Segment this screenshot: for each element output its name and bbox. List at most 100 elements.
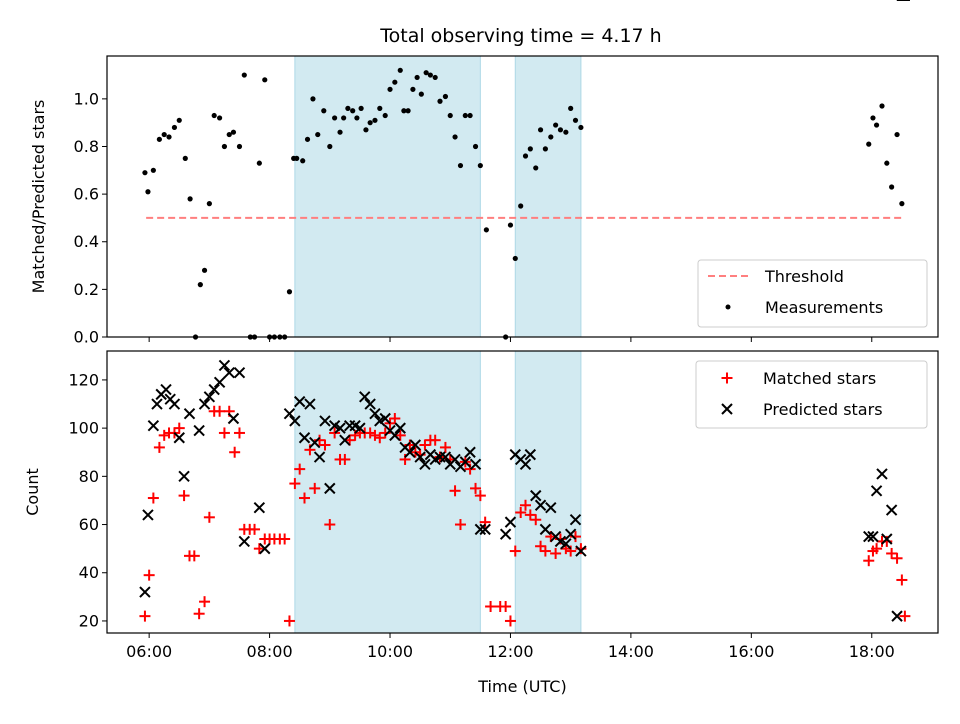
matched-stars-point	[203, 511, 215, 523]
predicted-stars-point	[419, 458, 431, 470]
count-y-tick-label: 100	[68, 419, 99, 438]
measurement-point	[437, 98, 443, 104]
measurement-point	[401, 108, 407, 114]
measurement-point	[578, 124, 584, 131]
predicted-stars-point	[142, 509, 154, 521]
predicted-stars-point	[564, 528, 577, 540]
measurement-point	[879, 103, 885, 109]
measurement-point	[452, 134, 458, 140]
matched-stars-point	[178, 490, 190, 502]
matched-stars-point	[454, 519, 466, 531]
matched-stars-point	[439, 441, 451, 453]
measurement-point	[427, 72, 433, 78]
predicted-stars-point	[449, 453, 461, 466]
matched-stars-point	[309, 482, 321, 494]
measurement-point	[171, 124, 178, 131]
measurement-point	[483, 227, 489, 233]
matched-stars-point	[294, 463, 306, 475]
matched-stars-point	[279, 533, 291, 545]
measurement-point	[568, 105, 574, 111]
matched-stars-point	[233, 427, 245, 439]
predicted-stars-point	[151, 398, 163, 410]
predicted-stars-point	[530, 489, 542, 502]
matched-stars-point	[524, 509, 536, 521]
matched-stars-point	[429, 434, 441, 446]
matched-stars-point	[896, 574, 908, 586]
measurement-point	[241, 72, 247, 78]
matched-stars-point	[530, 514, 542, 526]
matched-stars-point	[339, 453, 351, 465]
predicted-stars-point	[881, 533, 893, 545]
predicted-stars-point	[469, 458, 482, 470]
predicted-stars-point	[298, 432, 311, 444]
x-tick-label: 14:00	[608, 642, 654, 661]
matched-stars-point	[153, 441, 165, 453]
x-tick-label: 16:00	[728, 642, 774, 661]
measurement-point	[201, 267, 208, 273]
predicted-stars-point	[534, 499, 547, 511]
measurement-point	[226, 131, 232, 138]
matched-stars-point	[193, 608, 205, 620]
measurement-point	[557, 127, 564, 133]
measurement-point	[512, 255, 518, 262]
measurement-point	[507, 222, 514, 228]
measurement-point	[889, 184, 895, 190]
predicted-stars-point	[414, 451, 426, 463]
predicted-stars-point	[560, 538, 572, 550]
measurement-point	[310, 96, 316, 102]
predicted-stars-point	[173, 432, 185, 444]
measurement-point	[304, 136, 311, 142]
matched-stars-point	[899, 610, 911, 622]
measurement-point	[548, 134, 554, 140]
matched-stars-point	[891, 552, 903, 564]
predicted-stars-point	[876, 468, 888, 480]
measurement-point	[527, 146, 533, 152]
measurement-point	[286, 289, 293, 295]
matched-stars-point	[863, 555, 875, 567]
ratio-y-tick-label: 1.0	[74, 89, 99, 108]
ratio-y-tick-label: 0.8	[74, 137, 99, 156]
measurement-point	[518, 203, 524, 209]
predicted-stars-point	[178, 470, 190, 483]
measurement-point	[350, 108, 356, 114]
x-tick-label: 18:00	[849, 642, 895, 661]
predicted-stars-point	[409, 439, 422, 451]
measurement-point	[315, 131, 321, 138]
measurement-point	[156, 136, 162, 142]
predicted-stars-point	[354, 422, 366, 434]
count-panel: 20 40 60 80 100 120 06:00 08:00 10:00 12:00 14:00…	[23, 0, 939, 696]
predicted-stars-point	[334, 422, 346, 434]
predicted-stars-point	[359, 391, 371, 403]
predicted-stars-point	[293, 395, 306, 408]
measurement-point	[211, 112, 217, 119]
predicted-stars-point	[160, 383, 172, 396]
predicted-stars-point	[389, 429, 401, 442]
predicted-stars-point	[404, 446, 416, 458]
measurement-point	[410, 86, 416, 92]
matched-stars-legend-label: Matched stars	[763, 369, 876, 388]
matched-stars-point	[214, 405, 226, 417]
predicted-stars-point	[479, 523, 491, 536]
measurement-point	[197, 282, 203, 288]
predicted-stars-point	[238, 535, 251, 548]
count-y-tick-label: 20	[79, 611, 99, 630]
measurements-legend-label: Measurements	[765, 298, 883, 317]
matched-stars-point	[871, 543, 883, 555]
matched-stars-point	[249, 523, 261, 535]
ratio-observing-interval-2	[514, 55, 582, 338]
measurement-point	[354, 115, 360, 121]
matched-stars-point	[199, 596, 211, 608]
measurement-point	[553, 122, 559, 128]
count-y-tick-label: 40	[79, 563, 99, 582]
ratio-panel: 0.0 0.2 0.4 0.6 0.8 1.0 Matched/Predicted sta…	[29, 55, 939, 347]
measurement-point	[866, 141, 872, 147]
matched-stars-point	[173, 422, 185, 434]
predicted-stars-point	[319, 415, 331, 427]
matched-stars-point	[520, 499, 532, 511]
matched-stars-point	[319, 439, 331, 451]
matched-stars-point	[369, 429, 381, 441]
x-tick-label: 10:00	[367, 642, 413, 661]
x-axis-label: Time (UTC)	[477, 677, 566, 696]
predicted-stars-point	[464, 446, 476, 458]
predicted-stars-point	[304, 398, 316, 410]
